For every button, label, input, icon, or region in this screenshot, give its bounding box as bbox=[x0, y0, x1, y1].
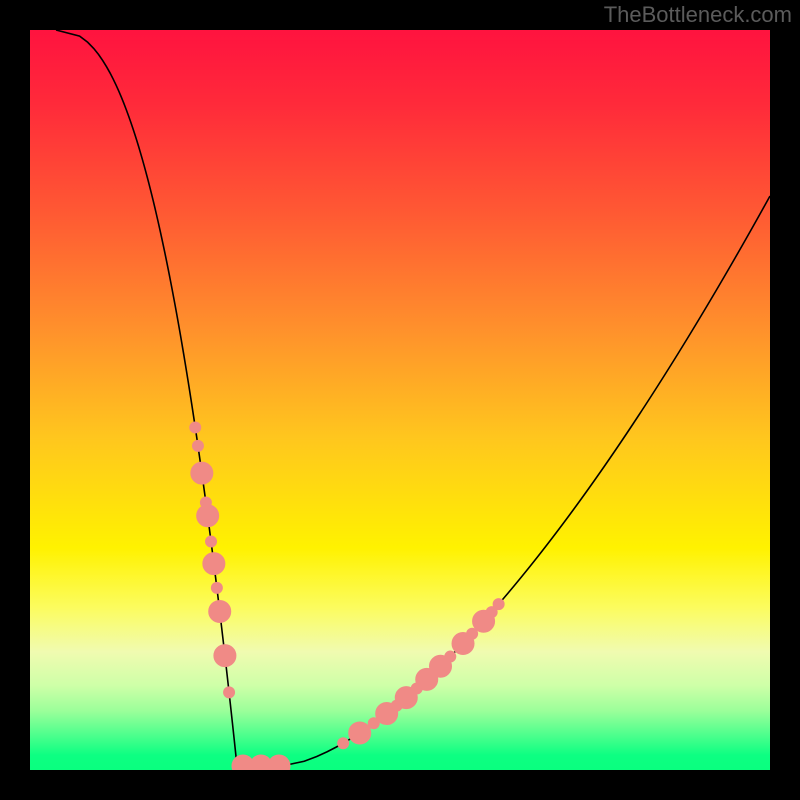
curve-marker bbox=[209, 600, 231, 622]
curve-marker bbox=[211, 582, 222, 593]
curve-marker bbox=[445, 651, 456, 662]
curve-marker bbox=[349, 722, 371, 744]
bottleneck-curve-chart bbox=[0, 0, 800, 800]
curve-marker bbox=[493, 599, 504, 610]
curve-marker bbox=[467, 628, 478, 639]
curve-marker bbox=[197, 505, 219, 527]
curve-marker bbox=[203, 553, 225, 575]
curve-marker bbox=[224, 687, 235, 698]
curve-marker bbox=[206, 536, 217, 547]
plot-background bbox=[30, 30, 770, 770]
curve-marker bbox=[338, 738, 349, 749]
curve-marker bbox=[191, 462, 213, 484]
curve-marker bbox=[214, 645, 236, 667]
curve-marker bbox=[190, 422, 201, 433]
chart-container: TheBottleneck.com bbox=[0, 0, 800, 800]
curve-marker bbox=[192, 440, 203, 451]
